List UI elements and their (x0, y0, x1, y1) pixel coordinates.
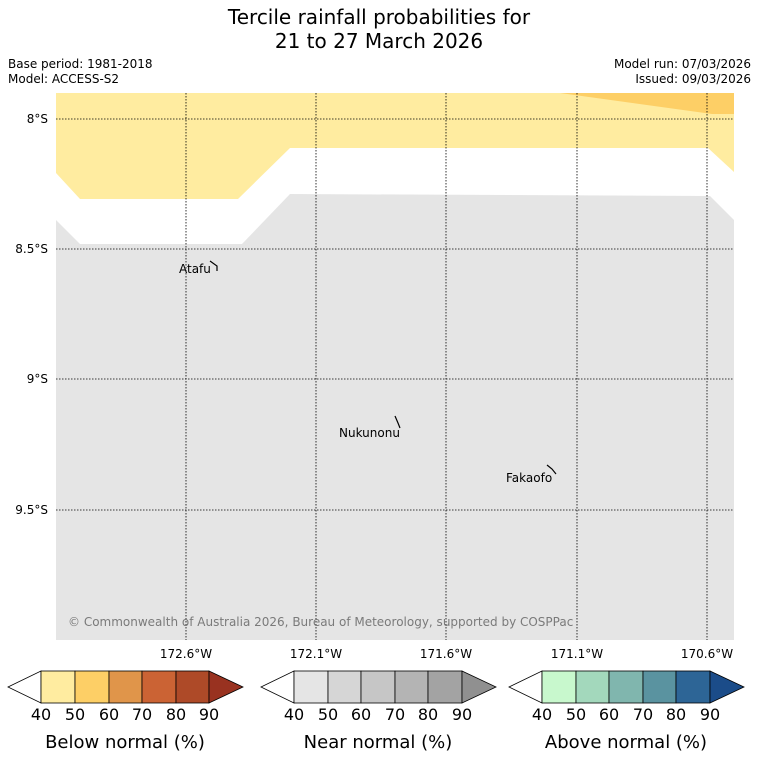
legend-above-arrow-low (508, 670, 543, 704)
legend-near-swatch-90 (427, 670, 463, 704)
place-atafu: Atafu (179, 262, 211, 276)
lat-label-8-5: 8.5°S (15, 242, 48, 256)
legend-near-swatch-60 (327, 670, 362, 704)
legend-near-normal: 40 50 60 70 80 90 Near normal (%) (260, 670, 497, 753)
place-fakaofo: Fakaofo (506, 471, 552, 485)
legend-below-tick-70: 70 (132, 705, 152, 724)
legend-near-swatch-50 (293, 670, 329, 704)
legend-above-tick-80: 80 (666, 705, 686, 724)
lon-labels: 172.6°W 172.1°W 171.6°W 171.1°W 170.6°W (160, 647, 733, 661)
graticule (56, 93, 734, 640)
legend-below-swatch-80 (141, 670, 177, 704)
legend-below-swatch-50 (40, 670, 76, 704)
legend-above-tick-40: 40 (532, 705, 552, 724)
lon-label-172-6: 172.6°W (160, 647, 212, 661)
model-name: Model: ACCESS-S2 (8, 72, 120, 86)
legend-near-tick-90: 90 (452, 705, 472, 724)
model-run: Model run: 07/03/2026 (613, 57, 751, 71)
legend-below-normal: 40 50 60 70 80 90 Below normal (%) (7, 670, 244, 753)
issued-date: Issued: 09/03/2026 (635, 72, 751, 86)
legend-near-tick-50: 50 (318, 705, 338, 724)
atafu-atoll (209, 260, 218, 271)
legend-below-tick-80: 80 (166, 705, 186, 724)
legend-below-tick-40: 40 (31, 705, 51, 724)
legend-near-arrow-low (260, 670, 295, 704)
legend-above-swatch-80 (642, 670, 677, 704)
legend-near-tick-40: 40 (284, 705, 304, 724)
below-normal-60-region (560, 93, 734, 114)
legend-above-swatch-50 (541, 670, 577, 704)
title-line-2: 21 to 27 March 2026 (274, 29, 484, 53)
legend-near-swatch-70 (360, 670, 396, 704)
nukunonu-atoll (394, 415, 401, 429)
lat-labels: 8°S 8.5°S 9°S 9.5°S (15, 112, 48, 517)
map-area: Atafu Nukunonu Fakaofo © Commonwealth of… (56, 93, 734, 640)
legend-above-tick-70: 70 (633, 705, 653, 724)
legend-below-tick-60: 60 (99, 705, 119, 724)
legend-above-tick-50: 50 (566, 705, 586, 724)
legend-below-tick-90: 90 (199, 705, 219, 724)
legend-near-title: Near normal (%) (304, 732, 453, 753)
atolls (209, 260, 557, 475)
base-period: Base period: 1981-2018 (8, 57, 153, 71)
lon-label-171-1: 171.1°W (551, 647, 603, 661)
lat-label-8: 8°S (27, 112, 48, 126)
legend-near-swatch-80 (394, 670, 429, 704)
legend-above-tick-90: 90 (700, 705, 720, 724)
legend-above-arrow-high (709, 670, 745, 704)
legend-below-swatch-60 (74, 670, 110, 704)
legend-above-swatch-60 (575, 670, 610, 704)
below-normal-50-region (56, 93, 734, 199)
legend-below-tick-50: 50 (65, 705, 85, 724)
legend-near-arrow-high (461, 670, 497, 704)
map-title: Tercile rainfall probabilities for 21 to… (0, 5, 758, 53)
lat-label-9-5: 9.5°S (15, 503, 48, 517)
copyright-text: © Commonwealth of Australia 2026, Bureau… (68, 615, 573, 629)
lat-label-9: 9°S (27, 372, 48, 386)
fakaofo-atoll (546, 464, 557, 475)
legend-near-tick-60: 60 (351, 705, 371, 724)
legend-above-tick-60: 60 (599, 705, 619, 724)
lon-label-172-1: 172.1°W (290, 647, 342, 661)
legend-below-swatch-90 (175, 670, 210, 704)
lon-label-170-6: 170.6°W (681, 647, 733, 661)
legend-above-title: Above normal (%) (545, 732, 707, 753)
legend-above-swatch-70 (608, 670, 644, 704)
meta-right: Model run: 07/03/2026 Issued: 09/03/2026 (614, 57, 751, 87)
legend-below-arrow-high (208, 670, 244, 704)
legend-near-tick-80: 80 (418, 705, 438, 724)
legend-above-normal: 40 50 60 70 80 90 Above normal (%) (508, 670, 745, 753)
lon-label-171-6: 171.6°W (420, 647, 472, 661)
legend-above-swatch-90 (675, 670, 711, 704)
legend-below-swatch-70 (108, 670, 143, 704)
legend-below-title: Below normal (%) (45, 732, 205, 753)
legend-near-tick-70: 70 (385, 705, 405, 724)
legend-below-arrow-low (7, 670, 42, 704)
place-nukunonu: Nukunonu (339, 426, 400, 440)
title-line-1: Tercile rainfall probabilities for (227, 5, 531, 29)
meta-left: Base period: 1981-2018 Model: ACCESS-S2 (8, 57, 153, 87)
